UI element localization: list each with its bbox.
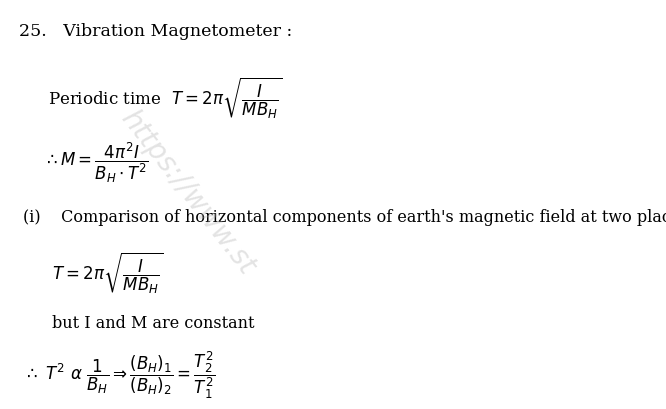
Text: 25.   Vibration Magnetometer :: 25. Vibration Magnetometer : (19, 23, 292, 40)
Text: Periodic time  $T = 2\pi \sqrt{\dfrac{I}{MB_{H}}}$: Periodic time $T = 2\pi \sqrt{\dfrac{I}{… (47, 76, 282, 121)
Text: but I and M are constant: but I and M are constant (53, 315, 255, 333)
Text: (i)    Comparison of horizontal components of earth's magnetic field at two plac: (i) Comparison of horizontal components … (23, 209, 666, 227)
Text: $\therefore\ T^2\ \alpha\ \dfrac{1}{B_H} \Rightarrow \dfrac{(B_H)_1}{(B_H)_2} = : $\therefore\ T^2\ \alpha\ \dfrac{1}{B_H}… (23, 349, 216, 400)
Text: $T = 2\pi \sqrt{\dfrac{I}{MB_{H}}}$: $T = 2\pi \sqrt{\dfrac{I}{MB_{H}}}$ (53, 250, 165, 296)
Text: $\therefore M = \dfrac{4\pi^2 I}{B_H \cdot T^2}$: $\therefore M = \dfrac{4\pi^2 I}{B_H \cd… (43, 141, 149, 185)
Text: https://www.st: https://www.st (115, 105, 260, 280)
